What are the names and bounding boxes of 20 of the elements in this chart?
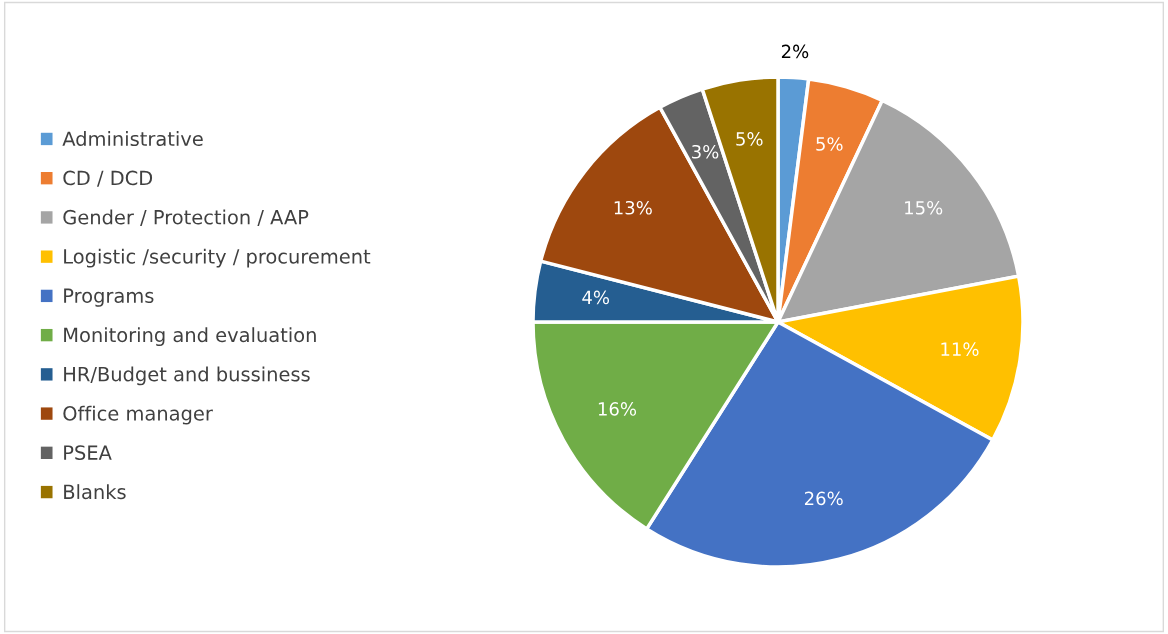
data-label: 16%	[598, 402, 637, 416]
data-label: 4%	[582, 290, 610, 305]
legend-label: Programs	[64, 288, 154, 307]
legend-label: PSEA	[64, 445, 112, 460]
data-label: 5%	[816, 137, 843, 151]
data-label: 5%	[736, 132, 763, 146]
data-label: 2%	[781, 44, 809, 59]
legend-label: Logistic /security / procurement	[64, 248, 371, 268]
data-label: 13%	[614, 200, 652, 215]
legend-label: Monitoring and evaluation	[64, 327, 316, 347]
data-label: 26%	[804, 491, 843, 506]
legend-label: Gender / Protection / AAP	[63, 209, 309, 227]
data-label: 3%	[692, 144, 719, 159]
legend-label: Administrative	[62, 131, 203, 147]
legend-label: Blanks	[64, 484, 126, 500]
data-label: 15%	[905, 200, 943, 215]
data-label: 11%	[941, 342, 979, 356]
legend-label: HR/Budget and bussiness	[64, 366, 310, 386]
legend-label: CD / DCD	[63, 170, 153, 187]
legend-label: Office manager	[63, 405, 213, 425]
